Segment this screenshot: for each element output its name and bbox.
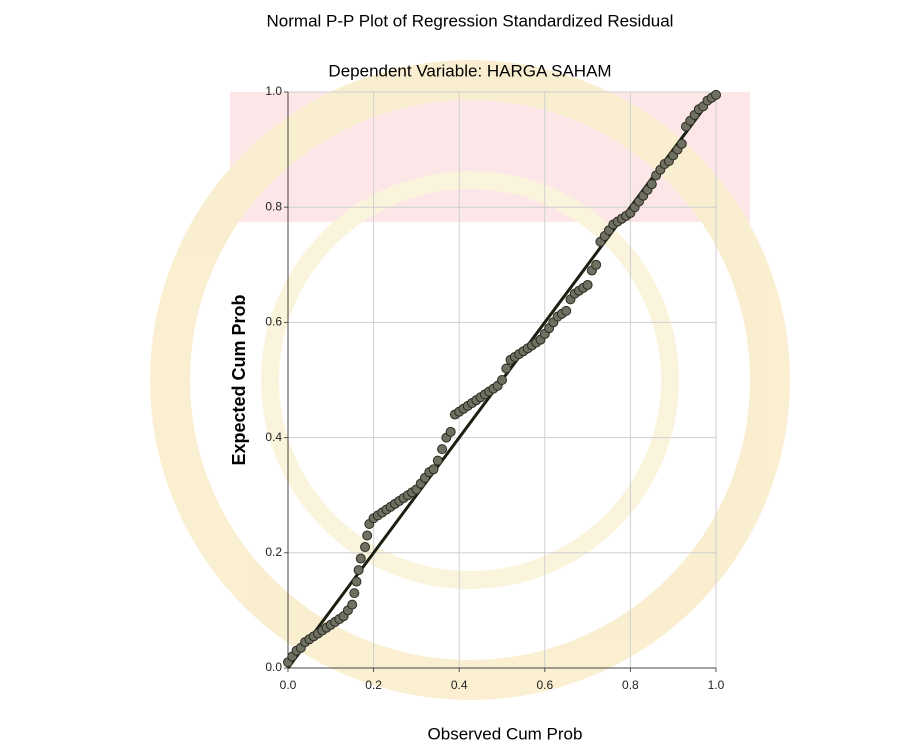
point	[360, 542, 371, 553]
y-tick-label: 0.8	[265, 199, 282, 213]
x-tick-label: 0.4	[451, 678, 468, 692]
y-tick-label: 0.2	[265, 545, 282, 559]
x-tick-label: 0.0	[280, 678, 297, 692]
point	[351, 576, 362, 587]
y-axis-label: Expected Cum Prob	[229, 294, 249, 465]
point	[432, 455, 443, 466]
x-tick-label: 0.2	[365, 678, 382, 692]
point	[497, 375, 507, 385]
point	[349, 588, 360, 599]
x-tick-label: 0.6	[536, 678, 553, 692]
watermark	[150, 60, 790, 700]
x-tick-label: 1.0	[708, 678, 725, 692]
y-tick-label: 1.0	[265, 84, 282, 98]
watermark-band	[230, 92, 750, 222]
point	[362, 530, 373, 541]
point	[353, 565, 364, 576]
point	[582, 279, 593, 290]
x-axis-label: Observed Cum Prob	[428, 724, 583, 743]
point	[591, 259, 602, 270]
x-tick-label: 0.8	[622, 678, 639, 692]
point	[501, 363, 512, 374]
point	[355, 553, 366, 564]
watermark-ring	[261, 171, 679, 589]
chart-title: Normal P-P Plot of Regression Standardiz…	[267, 11, 674, 30]
point	[711, 89, 721, 100]
point	[676, 138, 687, 149]
y-tick-label: 0.6	[265, 315, 282, 329]
point	[445, 426, 456, 437]
watermark-ring	[150, 60, 790, 700]
chart-subtitle: Dependent Variable: HARGA SAHAM	[328, 61, 611, 80]
y-tick-label: 0.0	[265, 660, 282, 674]
point	[347, 599, 358, 610]
point	[646, 179, 657, 190]
point	[428, 464, 439, 475]
point	[437, 444, 448, 455]
point	[561, 305, 572, 316]
y-tick-label: 0.4	[265, 430, 282, 444]
